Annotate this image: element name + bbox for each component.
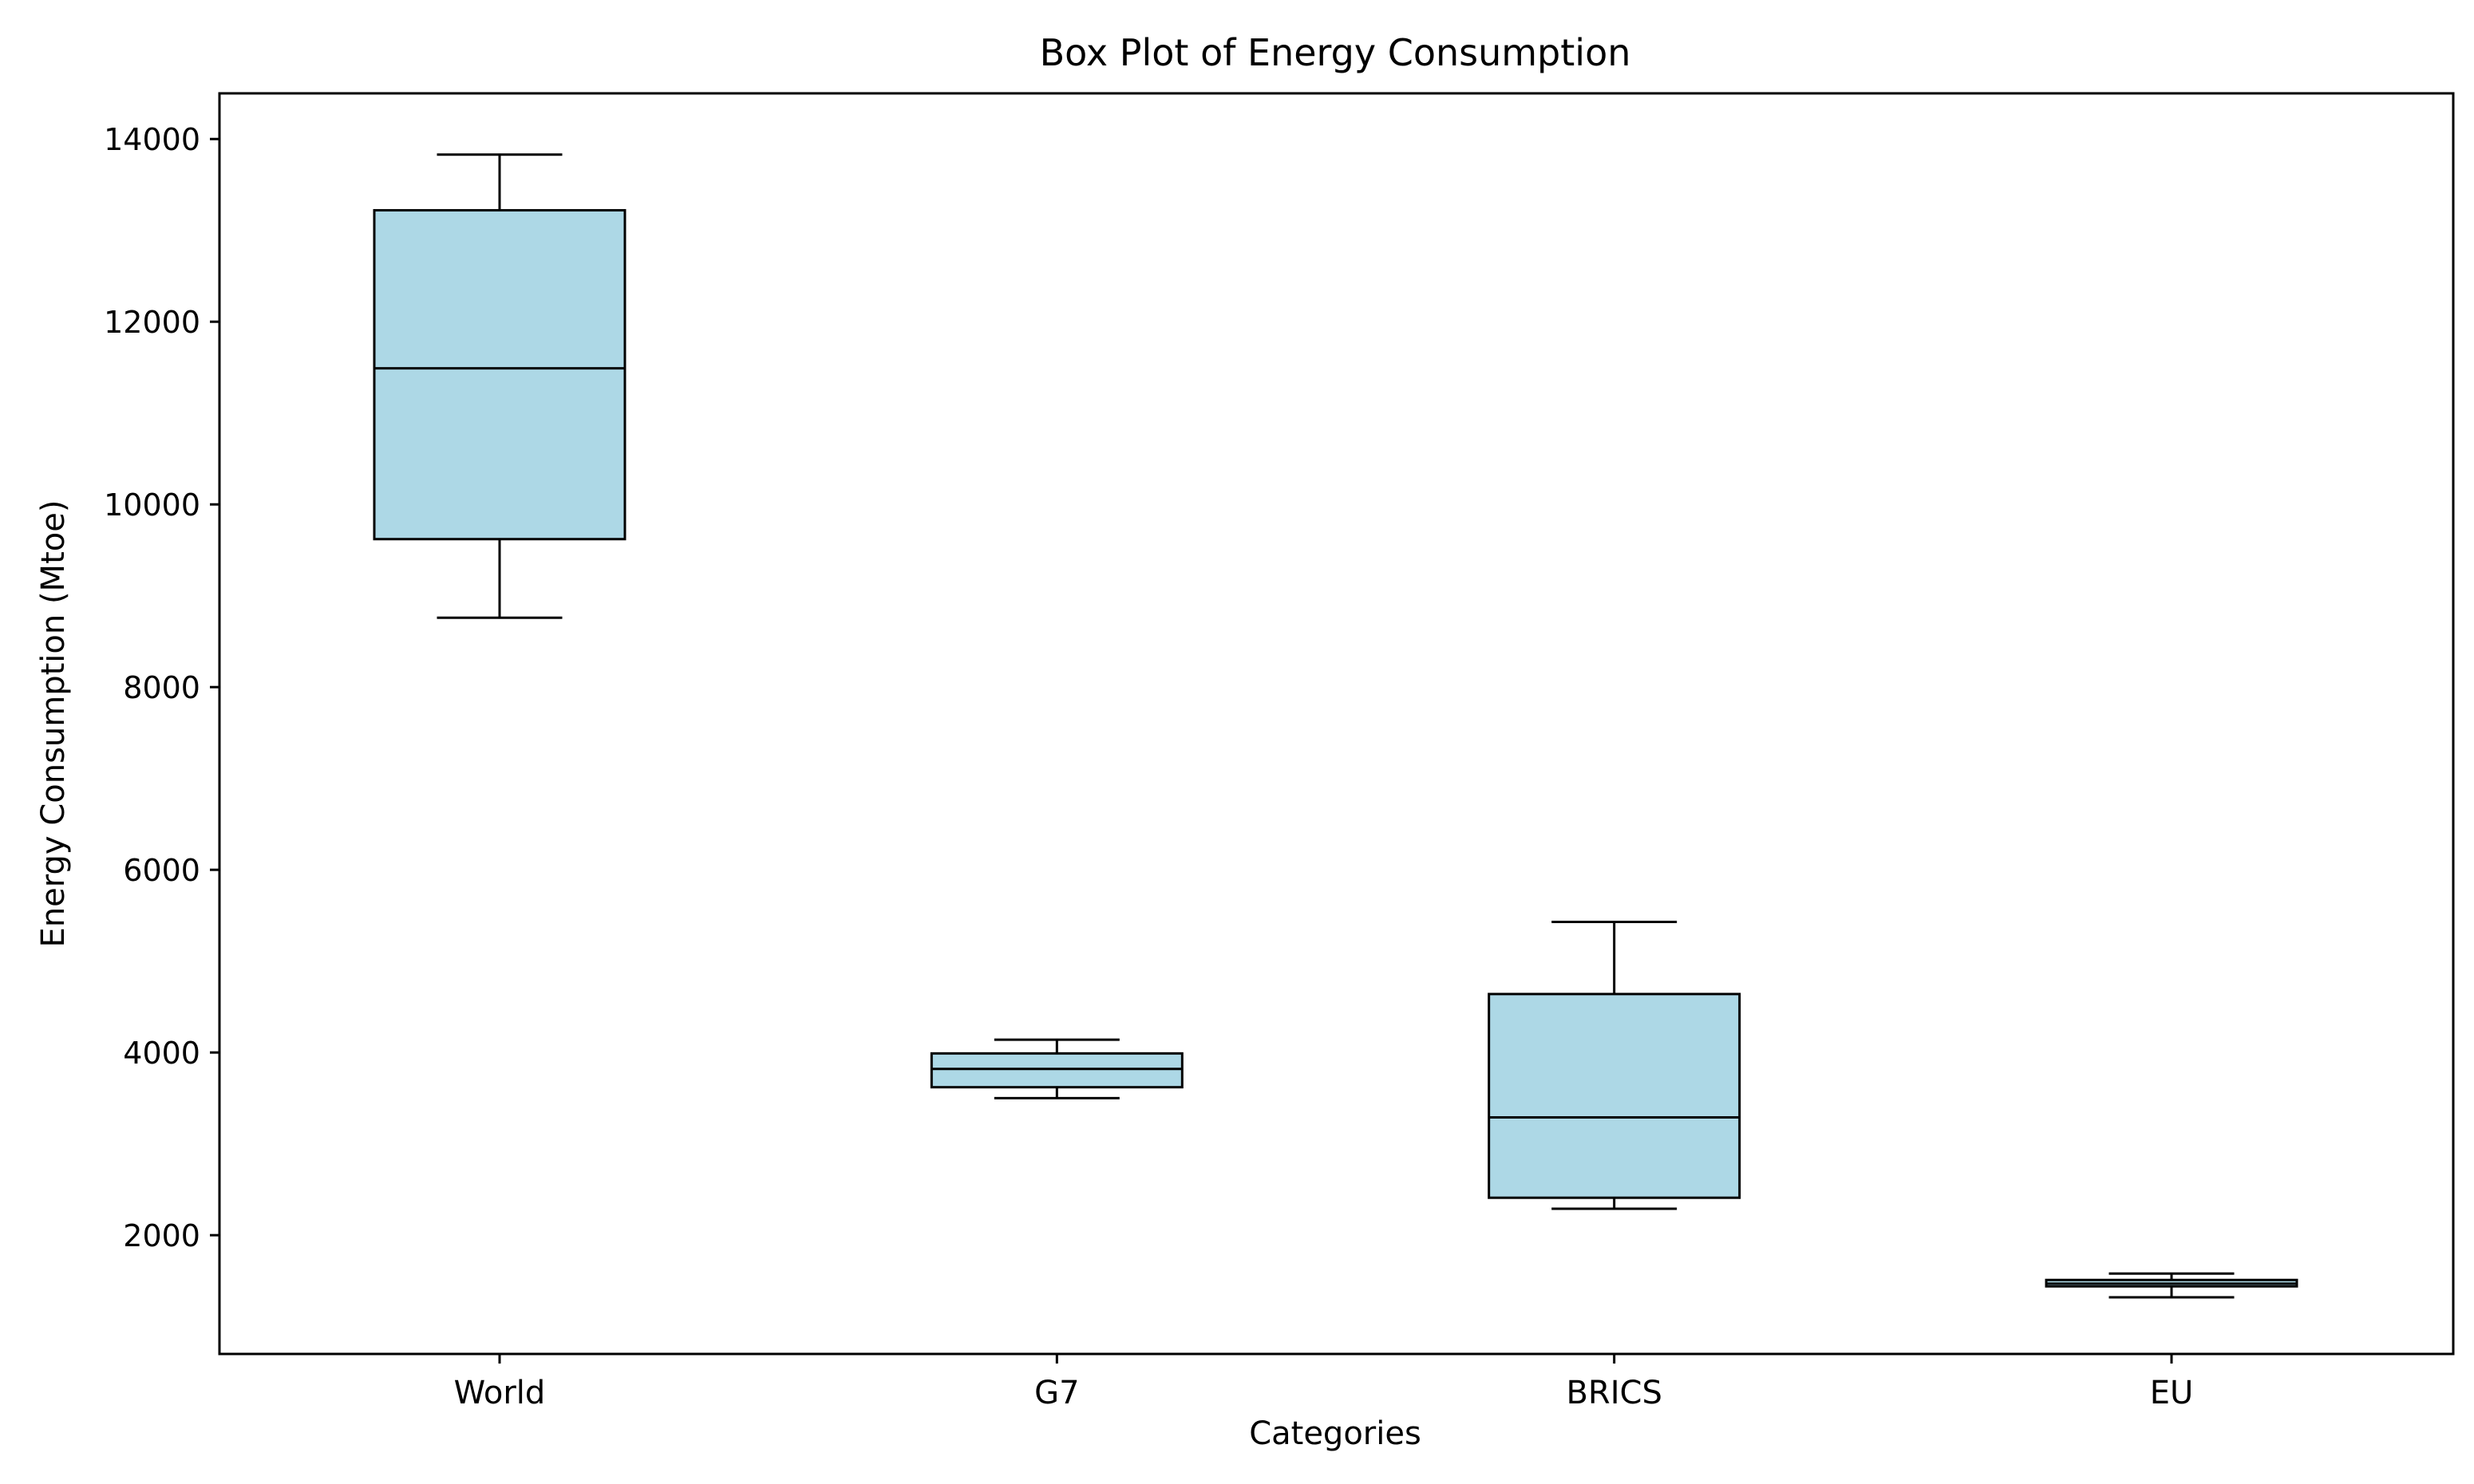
y-tick-label: 4000 [123,1036,200,1071]
plot-area-frame [218,92,2455,1356]
iqr-box [373,209,626,541]
y-axis-label: Energy Consumption (Mtoe) [35,500,72,948]
x-tick-label: G7 [1034,1375,1079,1411]
x-tick-label: EU [2150,1375,2194,1411]
y-tick-label: 8000 [123,670,200,705]
y-tick-label: 2000 [123,1218,200,1253]
box-g7 [930,1038,1184,1099]
iqr-box [1488,993,1741,1199]
y-tick-label: 14000 [104,122,200,157]
y-tick-label: 12000 [104,305,200,340]
boxes-group [373,153,2298,1299]
box-eu [2045,1272,2298,1299]
box-world [373,153,626,619]
x-tick-label: World [454,1375,546,1411]
chart-title: Box Plot of Energy Consumption [1040,31,1631,74]
box-brics [1488,920,1741,1210]
y-tick-label: 6000 [123,853,200,888]
y-tick-label: 10000 [104,487,200,523]
x-axis: World G7 BRICS EU [454,1354,2194,1411]
y-axis: 2000 4000 6000 8000 10000 12000 14000 [104,122,219,1253]
x-axis-label: Categories [1249,1415,1421,1452]
x-tick-label: BRICS [1566,1375,1662,1411]
iqr-box [930,1052,1184,1089]
